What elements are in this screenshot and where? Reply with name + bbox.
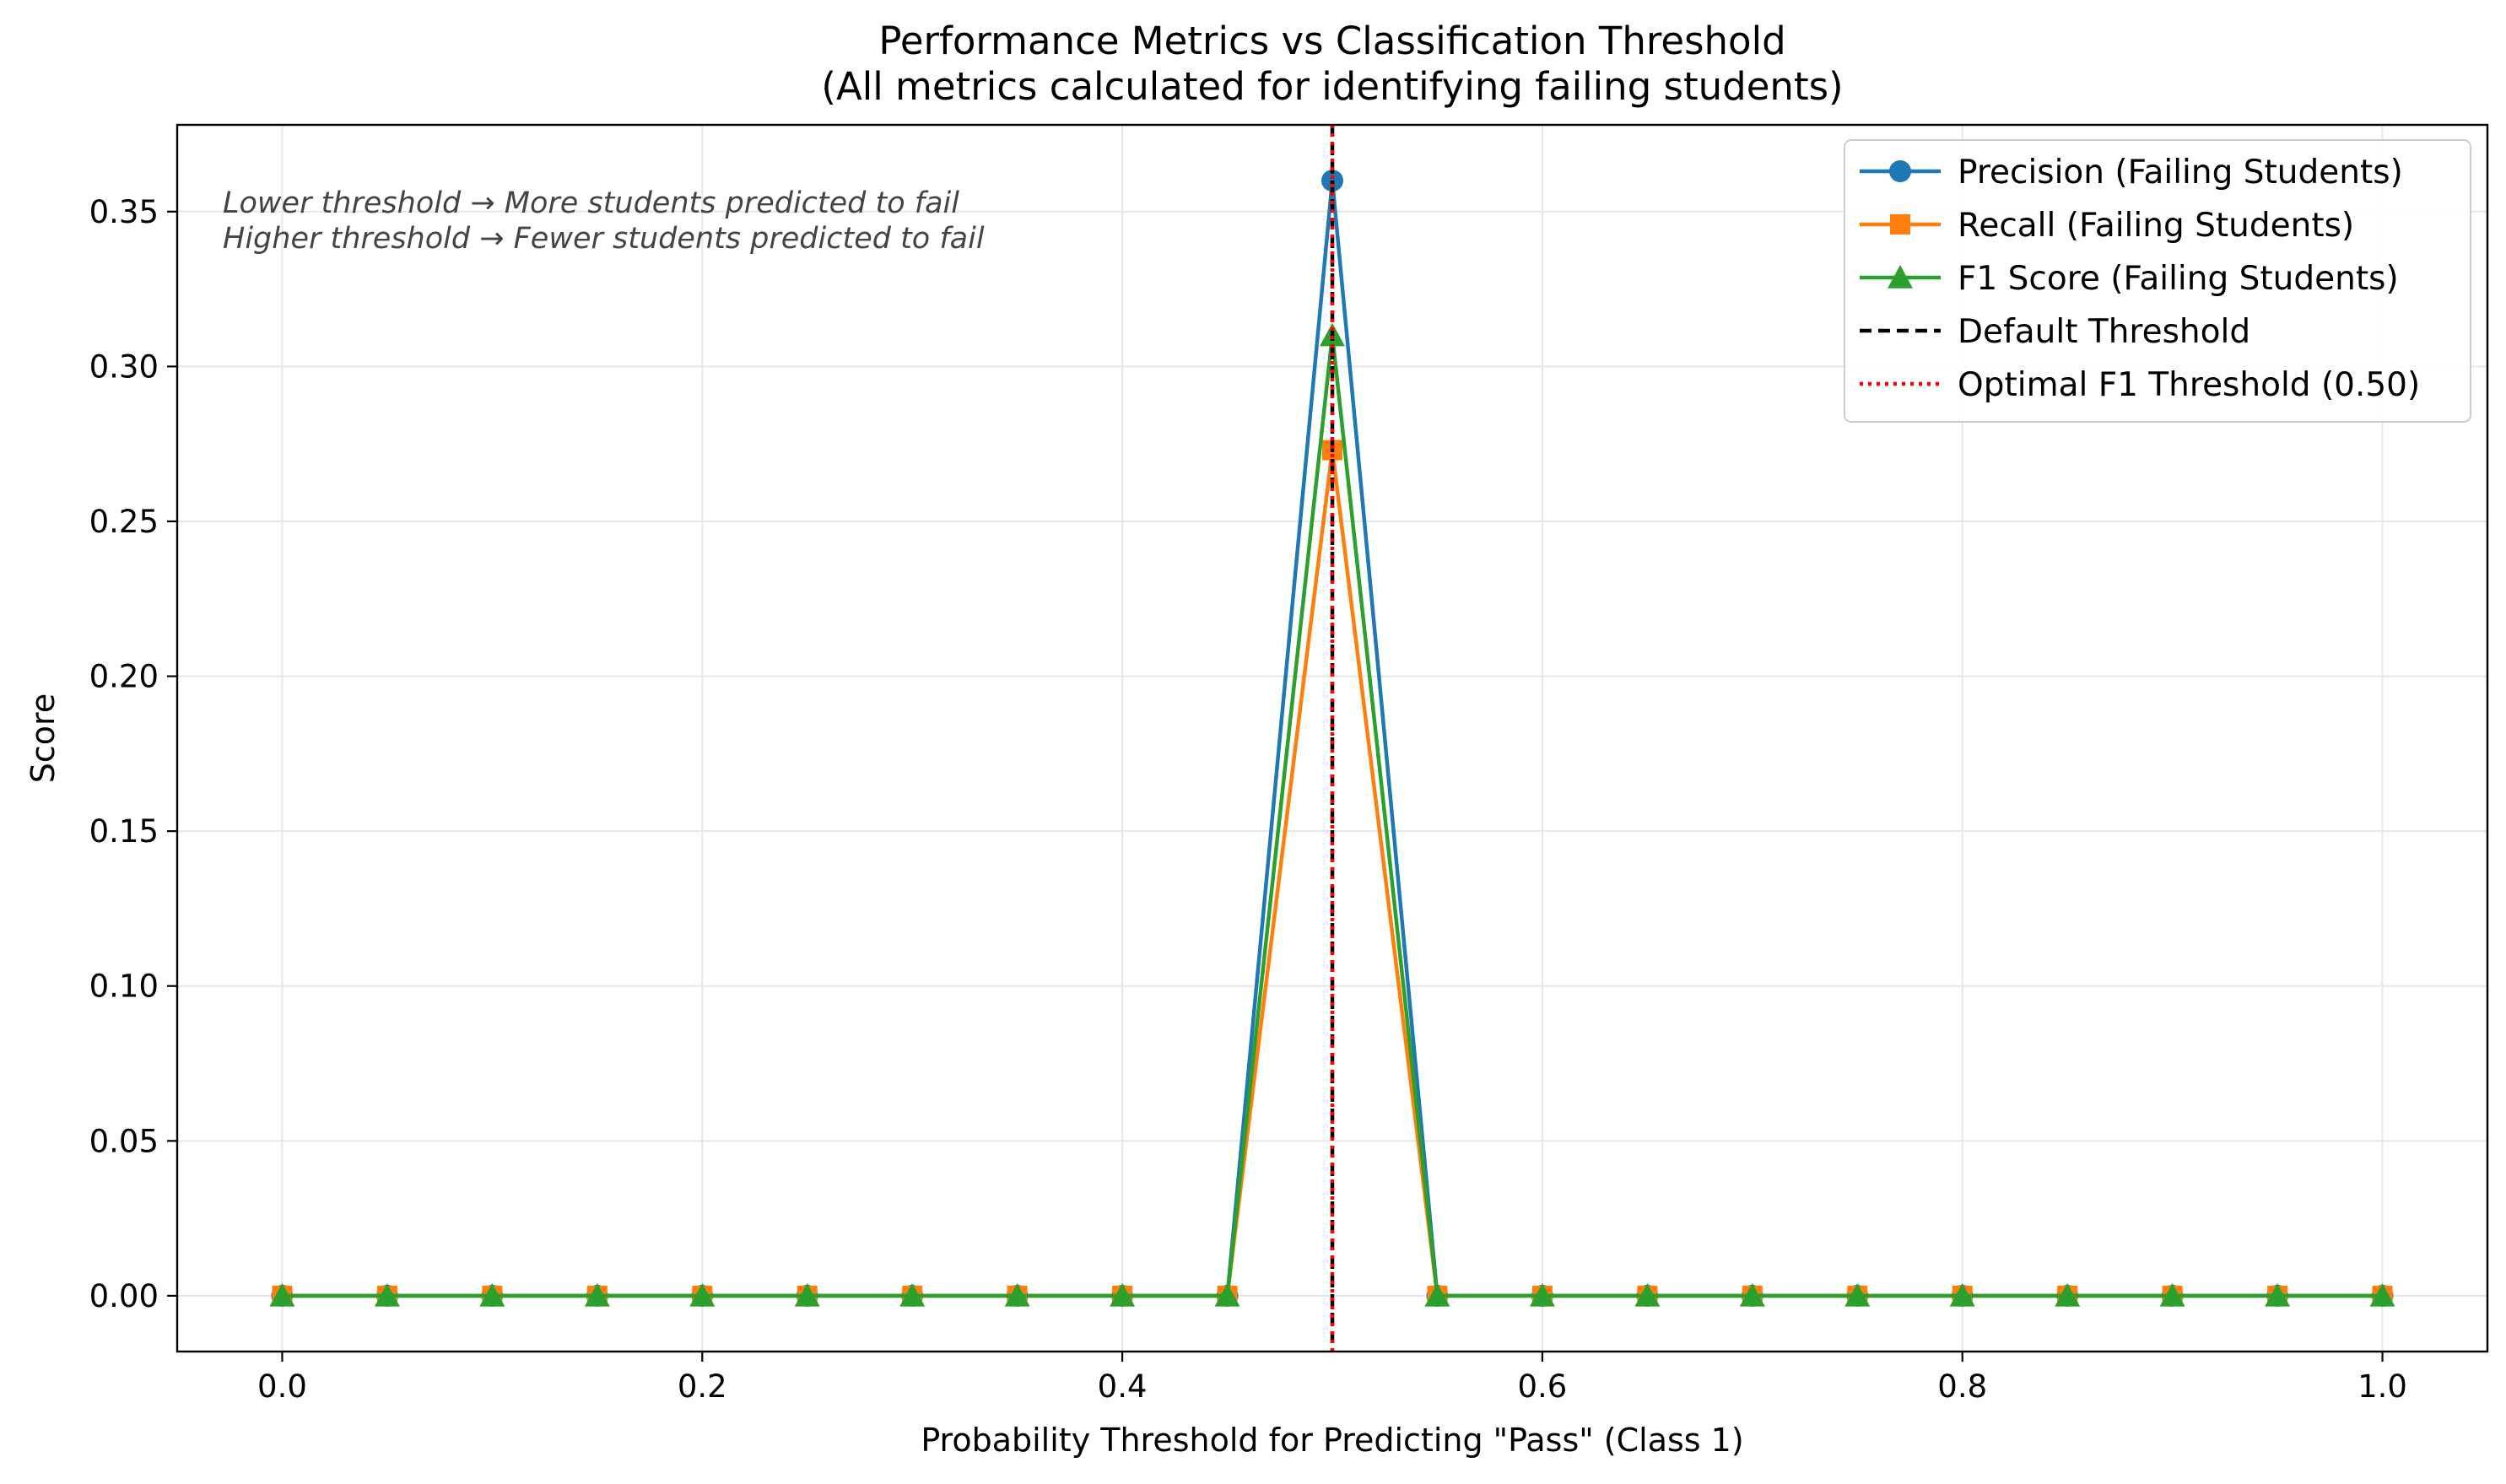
- x-axis-label: Probability Threshold for Predicting "Pa…: [921, 1422, 1743, 1459]
- series-2-point: [269, 1282, 295, 1307]
- legend-label: Recall (Failing Students): [1958, 207, 2354, 245]
- legend-box: [1844, 139, 2471, 423]
- series-2-point: [1424, 1282, 1450, 1307]
- x-tick-label: 0.6: [1517, 1368, 1567, 1405]
- chart-subtitle: (All metrics calculated for identifying …: [821, 64, 1843, 109]
- legend-label: F1 Score (Failing Students): [1958, 260, 2399, 298]
- axis-ticks: 0.0 0.2 0.4 0.6 0.8 1.0 0.00 0.05 0.10 0.15 0.20 0.…: [89, 194, 2407, 1405]
- y-tick-label: 0.25: [89, 504, 159, 540]
- series-2-point: [1529, 1282, 1555, 1307]
- series-2-point: [899, 1282, 926, 1307]
- y-tick-label: 0.15: [89, 813, 159, 850]
- legend-label: Optimal F1 Threshold (0.50): [1958, 366, 2420, 404]
- series-2-point: [1844, 1282, 1871, 1307]
- series-2-point: [1634, 1282, 1661, 1307]
- x-tick-label: 1.0: [2357, 1368, 2407, 1405]
- series-2-point: [2159, 1282, 2185, 1307]
- y-tick-label: 0.35: [89, 194, 159, 230]
- x-tick-label: 0.4: [1098, 1368, 1148, 1405]
- legend-marker: [1888, 265, 1913, 289]
- legend-marker: [1890, 214, 1910, 235]
- series-2-point: [479, 1282, 505, 1307]
- y-tick-label: 0.20: [89, 659, 159, 695]
- annotation-higher-threshold: Higher threshold → Fewer students predic…: [223, 222, 985, 256]
- series-2-point: [584, 1282, 610, 1307]
- y-tick-label: 0.30: [89, 348, 159, 385]
- plot-area-frame: [176, 123, 2489, 1353]
- annotation-lower-threshold: Lower threshold → More students predicte…: [223, 186, 959, 220]
- y-axis-label: Score: [24, 693, 62, 783]
- series-2-point: [1004, 1282, 1030, 1307]
- series-2-point: [374, 1282, 400, 1307]
- legend-marker: [1889, 160, 1911, 182]
- y-tick-label: 0.00: [89, 1278, 159, 1314]
- series-2-point: [2369, 1282, 2395, 1307]
- series-2-point: [1214, 1282, 1240, 1307]
- series-2-point: [2055, 1282, 2081, 1307]
- chart-title: Performance Metrics vs Classification Th…: [878, 19, 1785, 63]
- y-tick-label: 0.10: [89, 969, 159, 1005]
- x-tick-label: 0.8: [1937, 1368, 1987, 1405]
- x-tick-label: 0.2: [678, 1368, 727, 1405]
- series-2-point: [1949, 1282, 1975, 1307]
- legend: Precision (Failing Students) Recall (Fail…: [1844, 139, 2471, 423]
- x-tick-label: 0.0: [257, 1368, 307, 1405]
- series-2-point: [794, 1282, 820, 1307]
- series-2-point: [1110, 1282, 1136, 1307]
- legend-label: Default Threshold: [1958, 313, 2250, 351]
- legend-label: Precision (Failing Students): [1958, 154, 2403, 192]
- series-2-point: [2265, 1282, 2291, 1307]
- y-tick-label: 0.05: [89, 1123, 159, 1159]
- series-2-point: [1739, 1282, 1765, 1307]
- series-2-point: [689, 1282, 716, 1307]
